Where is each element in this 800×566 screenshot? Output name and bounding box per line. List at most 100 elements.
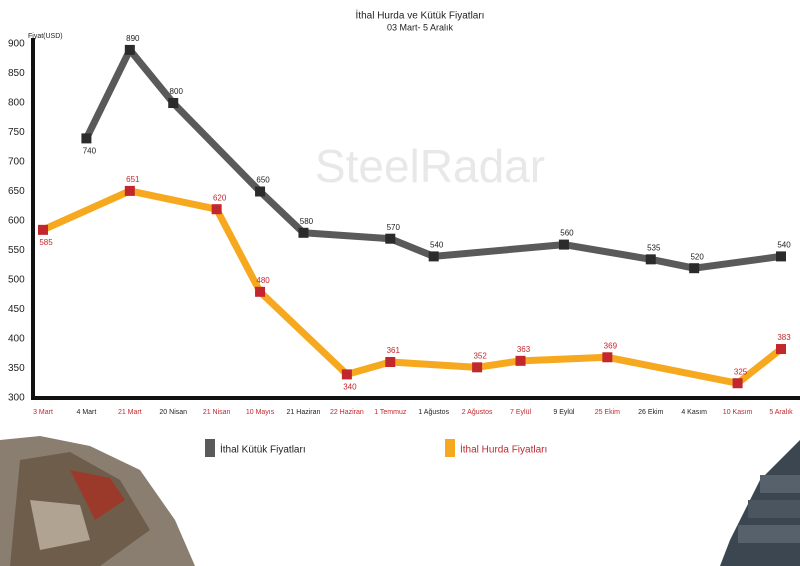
chart-title: İthal Hurda ve Kütük Fiyatları [356, 9, 485, 22]
x-tick-label: 10 Mayıs [246, 409, 275, 416]
y-tick-label: 500 [8, 275, 25, 286]
legend-swatch [445, 439, 455, 457]
y-tick-label: 850 [8, 68, 25, 79]
x-tick-label: 21 Mart [118, 409, 142, 416]
y-axis-label: Fiyat(USD) [28, 33, 63, 40]
legend-label: İthal Hurda Fiyatları [460, 443, 547, 456]
point-marker [298, 227, 309, 238]
x-tick-label: 26 Ekim [638, 409, 663, 416]
value-label: 535 [647, 243, 661, 252]
point-marker [255, 186, 266, 197]
y-tick-label: 600 [8, 216, 25, 227]
x-tick-label: 20 Nisan [159, 409, 187, 416]
series-segment [169, 99, 264, 195]
x-tick-label: 9 Eylül [553, 409, 574, 416]
value-label: 383 [777, 333, 791, 342]
x-tick-label: 1 Temmuz [374, 409, 407, 416]
y-tick-label: 350 [8, 363, 25, 374]
series-segment [690, 252, 785, 272]
value-label: 620 [213, 193, 227, 202]
x-tick-label: 5 Aralık [769, 409, 793, 416]
point-marker [776, 251, 786, 262]
value-label: 890 [126, 34, 140, 43]
x-tick-label: 1 Ağustos [418, 409, 449, 416]
point-marker [428, 251, 439, 262]
point-marker [124, 44, 135, 55]
value-label: 800 [170, 87, 184, 96]
point-marker [385, 357, 396, 368]
series-segment [126, 187, 221, 213]
series-segment [343, 358, 394, 378]
series-segment [430, 241, 568, 260]
series-segment [256, 288, 351, 378]
series-segment [126, 46, 177, 107]
value-label: 650 [256, 176, 270, 185]
point-marker [515, 355, 526, 366]
point-marker [689, 263, 700, 274]
x-tick-label: 7 Eylül [510, 409, 531, 416]
series-segment [39, 187, 134, 234]
y-tick-label: 900 [8, 39, 25, 50]
value-label: 585 [39, 238, 53, 247]
value-label: 480 [256, 276, 270, 285]
x-tick-label: 2 Ağustos [462, 409, 493, 416]
y-tick-label: 400 [8, 334, 25, 345]
point-marker [602, 352, 613, 363]
value-label: 580 [300, 217, 314, 226]
x-tick-label: 10 Kasım [723, 409, 753, 416]
x-tick-label: 3 Mart [33, 409, 53, 416]
series-segment [213, 205, 264, 296]
x-tick-label: 4 Kasım [681, 409, 707, 416]
y-tick-label: 800 [8, 98, 25, 109]
value-label: 325 [734, 367, 748, 376]
y-tick-label: 550 [8, 245, 25, 256]
point-marker [211, 204, 222, 215]
series-segment [517, 353, 611, 365]
billet-decoration [720, 440, 800, 566]
x-tick-label: 4 Mart [76, 409, 96, 416]
value-label: 740 [83, 147, 97, 156]
watermark: SteelRadar [315, 140, 545, 192]
legend-swatch [205, 439, 215, 457]
y-tick-label: 750 [8, 127, 25, 138]
series-segment [386, 358, 481, 371]
value-label: 560 [560, 229, 574, 238]
point-marker [645, 254, 656, 265]
point-marker [732, 378, 743, 389]
series-segment [256, 188, 307, 237]
value-label: 540 [430, 241, 444, 250]
series-segment [560, 241, 655, 263]
value-label: 363 [517, 345, 531, 354]
value-label: 520 [690, 252, 704, 261]
x-tick-label: 21 Haziran [287, 409, 321, 416]
value-label: 570 [387, 223, 401, 232]
legend-label: İthal Kütük Fiyatları [220, 443, 306, 456]
value-label: 651 [126, 175, 140, 184]
series-segment [82, 46, 134, 142]
series-segment [299, 229, 394, 243]
series-segment [734, 345, 785, 387]
series-segment [386, 235, 438, 260]
y-tick-label: 650 [8, 186, 25, 197]
value-label: 340 [343, 383, 357, 392]
series-segment [603, 353, 742, 387]
point-marker [558, 239, 569, 250]
point-marker [385, 233, 396, 244]
point-marker [341, 369, 352, 380]
value-label: 369 [604, 341, 618, 350]
y-tick-label: 450 [8, 304, 25, 315]
series-segment [647, 255, 698, 272]
point-marker [472, 362, 483, 373]
value-label: 352 [473, 351, 487, 360]
point-marker [776, 344, 786, 355]
value-label: 540 [777, 241, 791, 250]
x-tick-label: 22 Haziran [330, 409, 364, 416]
scrap-decoration [0, 436, 195, 566]
series-segment [473, 357, 525, 371]
x-tick-label: 25 Ekim [595, 409, 620, 416]
point-marker [255, 286, 266, 297]
value-label: 361 [387, 346, 401, 355]
y-tick-label: 700 [8, 157, 25, 168]
chart-subtitle: 03 Mart- 5 Aralık [387, 22, 454, 32]
